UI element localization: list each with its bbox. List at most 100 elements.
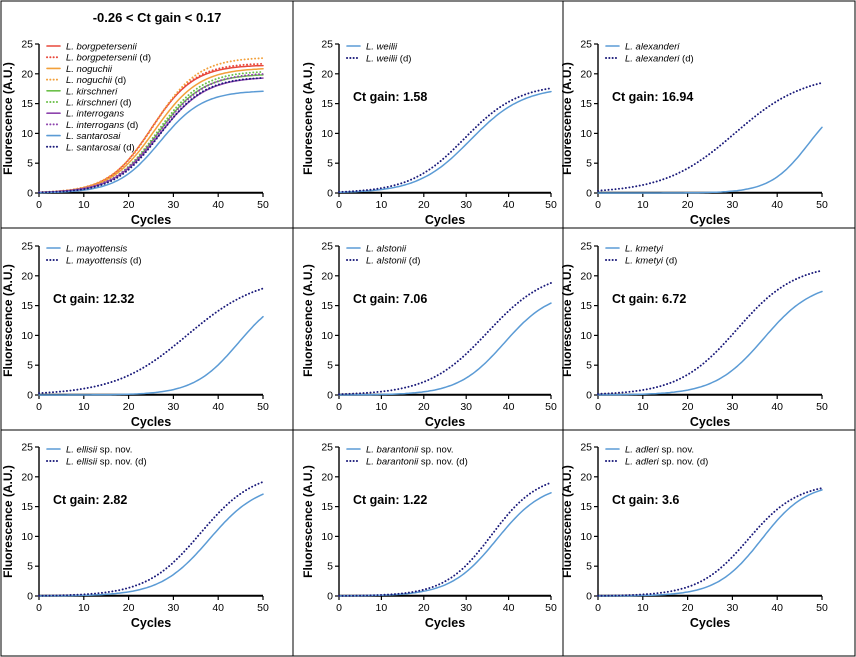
legend-species: L. weilii: [366, 54, 398, 65]
legend-species: L. barantonii: [366, 445, 419, 456]
legend-entry: L. alstonii (d): [366, 256, 420, 267]
legend-entry: L. mayottensis (d): [66, 256, 142, 267]
legend-species: L. adleri: [625, 457, 660, 468]
y-tick-label: 5: [327, 360, 333, 372]
y-tick-label: 5: [27, 158, 33, 170]
y-tick-label: 20: [21, 471, 33, 483]
y-tick-label: 20: [21, 68, 33, 80]
y-tick-label: 0: [327, 390, 333, 402]
y-tick-label: 5: [327, 561, 333, 573]
y-tick-label: 15: [580, 300, 592, 312]
y-tick-label: 20: [580, 471, 592, 483]
y-tick-label: 20: [580, 270, 592, 282]
cell-border-9: [562, 429, 856, 657]
legend-entry: L. santarosai (d): [66, 142, 135, 153]
series-line-6: [38, 70, 264, 194]
legend-species: L. mayottensis: [66, 256, 127, 267]
y-axis-label: Fluorescence (A.U.): [1, 62, 15, 175]
y-tick-label: 5: [586, 158, 592, 170]
legend-suffix: (d): [397, 54, 411, 65]
legend-entry: L. alstonii: [366, 244, 407, 255]
legend-entry: L. ellisii sp. nov. (d): [66, 457, 147, 468]
legend-entry: L. alexanderi: [625, 42, 680, 53]
y-tick-label: 5: [27, 360, 33, 372]
y-tick-label: 20: [321, 471, 333, 483]
y-tick-label: 15: [321, 300, 333, 312]
chart-panel-2: 0 5 10 15 20 25 0 10 20 30 40 50 Cycles Fluorescence …: [301, 39, 557, 228]
series-line-2: [597, 81, 823, 192]
x-tick-label: 40: [503, 401, 515, 413]
x-tick-label: 50: [257, 199, 269, 211]
series-line-1: [597, 126, 823, 194]
x-axis-label: Cycles: [131, 415, 171, 429]
chart-panel-8: 0 5 10 15 20 25 0 10 20 30 40 50 Cycles Fluorescence …: [301, 442, 557, 631]
legend-suffix: (d): [127, 256, 141, 267]
chart-panel-7: 0 5 10 15 20 25 0 10 20 30 40 50 Cycles Fluorescence …: [1, 442, 269, 631]
x-tick-label: 50: [816, 199, 828, 211]
x-tick-label: 50: [257, 401, 269, 413]
x-tick-label: 0: [595, 602, 601, 614]
legend-entry: L. interrogans (d): [66, 120, 138, 131]
legend-suffix: (d): [117, 98, 131, 109]
y-tick-label: 5: [327, 158, 333, 170]
legend-species: L. santarosai: [66, 142, 121, 153]
y-tick-label: 25: [580, 442, 592, 454]
y-tick-label: 15: [21, 501, 33, 513]
x-axis-label: Cycles: [425, 213, 465, 227]
x-axis-label: Cycles: [690, 213, 730, 227]
legend-species: L. kmetyi: [625, 256, 664, 267]
legend-entry: L. kmetyi: [625, 244, 664, 255]
series-line-2: [338, 481, 552, 597]
legend-suffix: sp. nov. (d): [97, 457, 146, 468]
panel-title: -0.26 < Ct gain < 0.17: [93, 10, 222, 25]
legend-entry: L. adleri sp. nov. (d): [625, 457, 708, 468]
chart-panel-5: 0 5 10 15 20 25 0 10 20 30 40 50 Cycles Fluorescence …: [301, 241, 557, 430]
series-line-1: [338, 90, 552, 194]
x-tick-label: 50: [257, 602, 269, 614]
ct-gain-label: Ct gain: 12.32: [53, 292, 134, 306]
legend-entry: L. kmetyi (d): [625, 256, 677, 267]
y-tick-label: 20: [321, 270, 333, 282]
y-axis-label: Fluorescence (A.U.): [1, 264, 15, 377]
x-axis-label: Cycles: [690, 415, 730, 429]
legend-entry: L. kirschneri (d): [66, 98, 131, 109]
series-line-1: [597, 290, 823, 396]
y-axis-label: Fluorescence (A.U.): [301, 264, 315, 377]
legend-suffix: (d): [120, 142, 134, 153]
x-tick-label: 30: [727, 602, 739, 614]
x-tick-label: 0: [36, 199, 42, 211]
ct-gain-label: Ct gain: 1.22: [353, 493, 427, 507]
x-tick-label: 50: [816, 401, 828, 413]
x-tick-label: 10: [376, 401, 388, 413]
legend-species: L. mayottensis: [66, 244, 127, 255]
y-tick-label: 25: [321, 241, 333, 253]
y-tick-label: 0: [327, 591, 333, 603]
legend-entry: L. barantonii sp. nov.: [366, 445, 454, 456]
y-tick-label: 5: [586, 561, 592, 573]
y-tick-label: 0: [327, 188, 333, 200]
y-tick-label: 10: [21, 330, 33, 342]
y-tick-label: 20: [580, 68, 592, 80]
series-line-2: [338, 87, 552, 193]
x-tick-label: 30: [168, 199, 180, 211]
legend-species: L. interrogans: [66, 109, 124, 120]
legend-entry: L. barantonii sp. nov. (d): [366, 457, 468, 468]
x-tick-label: 40: [771, 199, 783, 211]
legend-species: L. noguchii: [66, 75, 113, 86]
y-axis-label: Fluorescence (A.U.): [301, 62, 315, 175]
legend-species: L. ellisii: [66, 457, 98, 468]
y-tick-label: 20: [21, 270, 33, 282]
y-tick-label: 0: [27, 188, 33, 200]
series-line-1: [38, 315, 264, 396]
y-tick-label: 25: [580, 39, 592, 51]
x-tick-label: 0: [36, 401, 42, 413]
x-tick-label: 30: [168, 602, 180, 614]
legend-species: L. adleri: [625, 445, 660, 456]
x-tick-label: 50: [545, 602, 557, 614]
series-line-4: [38, 57, 264, 194]
legend-species: L. ellisii: [66, 445, 98, 456]
legend-species: L. alexanderi: [625, 42, 680, 53]
y-tick-label: 10: [21, 531, 33, 543]
x-tick-label: 40: [212, 602, 224, 614]
